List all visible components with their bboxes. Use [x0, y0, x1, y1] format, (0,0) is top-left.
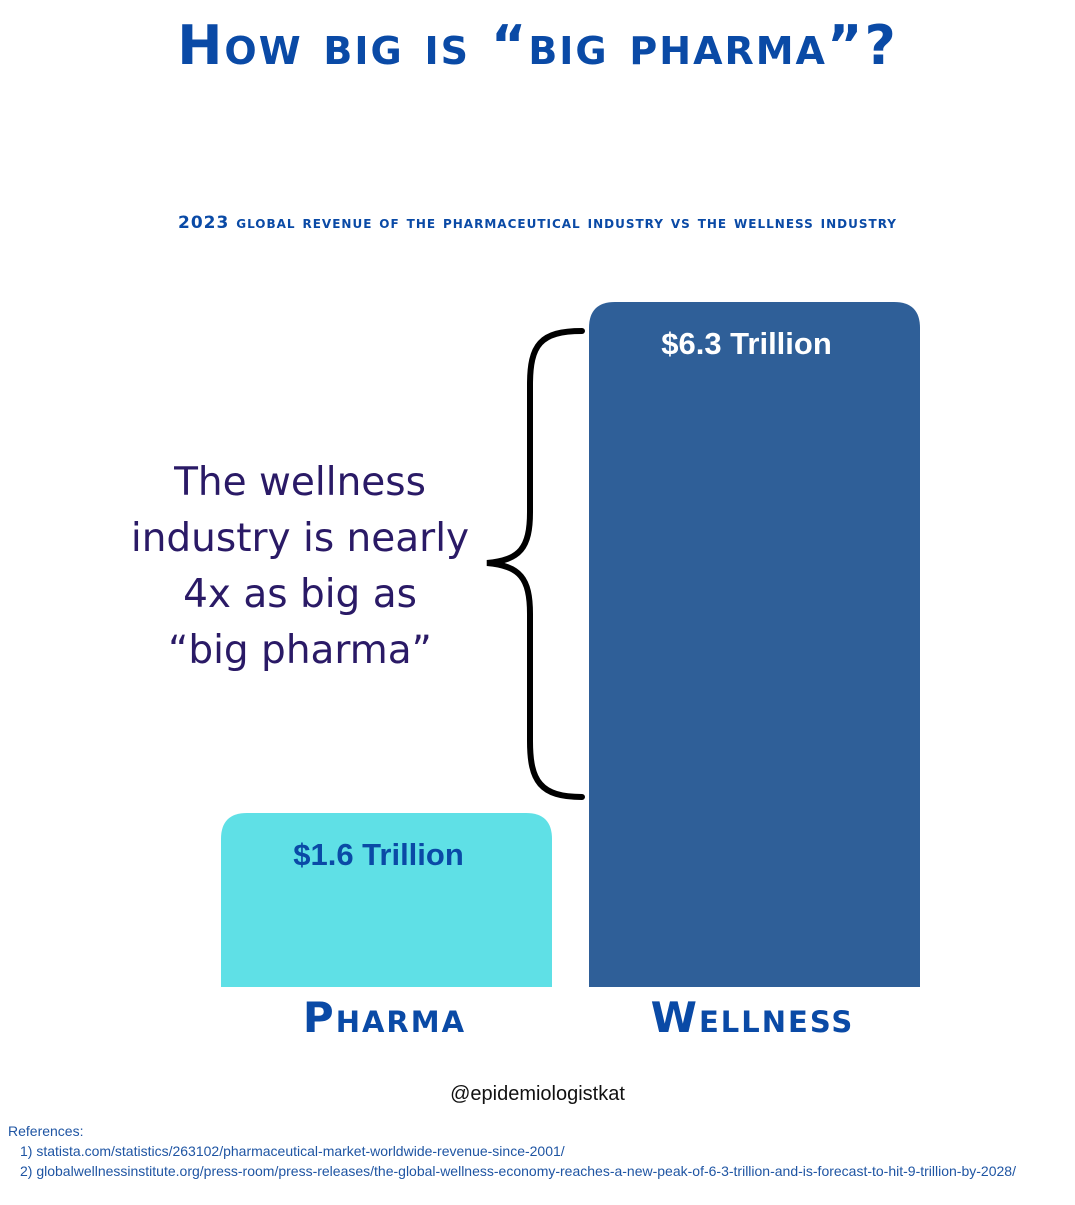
- curly-brace: [486, 328, 585, 800]
- annotation-line-2: industry is nearly: [130, 516, 470, 561]
- bar-chart: $1.6 Trillion Pharma $6.3 Trillion Wellness: [221, 302, 920, 1042]
- category-label-pharma: Pharma: [303, 993, 466, 1042]
- chart-subtitle: 2023 global revenue of the pharmaceutica…: [177, 213, 897, 233]
- annotation-line-1: The wellness: [174, 460, 426, 505]
- category-label-wellness: Wellness: [651, 993, 855, 1042]
- bar-wellness: [589, 302, 920, 987]
- references-heading: References:: [8, 1123, 84, 1139]
- value-label-wellness: $6.3 Trillion: [661, 326, 832, 361]
- reference-link-1[interactable]: 1) statista.com/statistics/263102/pharma…: [20, 1143, 565, 1159]
- reference-link-2[interactable]: 2) globalwellnessinstitute.org/press-roo…: [20, 1163, 1016, 1179]
- page-title: How big is “big pharma”?: [177, 14, 898, 77]
- bar-pharma: [221, 813, 552, 987]
- annotation-line-3: 4x as big as: [183, 572, 417, 617]
- annotation-text: The wellness industry is nearly 4x as big …: [100, 455, 500, 679]
- author-handle: @epidemiologistkat: [450, 1083, 625, 1105]
- references: References: 1) statista.com/statistics/2…: [8, 1121, 1016, 1181]
- value-label-pharma: $1.6 Trillion: [293, 837, 464, 872]
- annotation-line-4: “big pharma”: [168, 628, 432, 673]
